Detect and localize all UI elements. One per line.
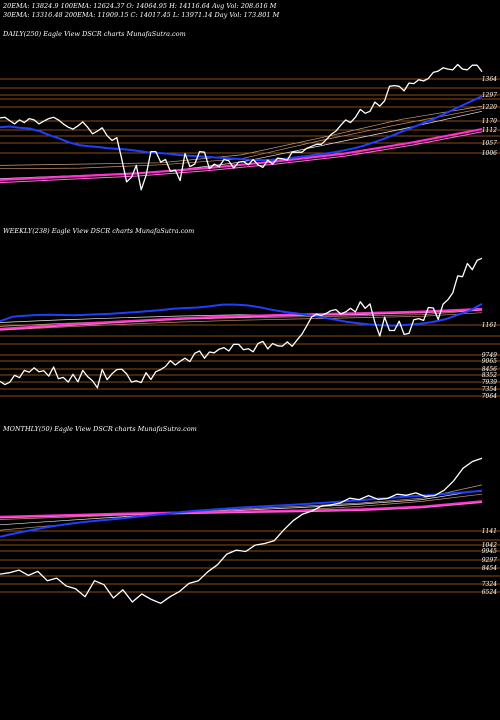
blue-ema-line <box>0 95 483 162</box>
panel-3: MONTHLY(50) Eagle View DSCR charts Munaf… <box>0 425 500 604</box>
price-line <box>0 457 483 604</box>
magenta-ema-line-2 <box>0 131 483 184</box>
magenta-ema-line <box>0 307 483 331</box>
y-tick-label: 9065 <box>482 358 497 365</box>
price-line <box>0 63 483 191</box>
y-tick-label: 1112 <box>482 127 497 134</box>
y-tick-label: 1364 <box>482 76 497 83</box>
y-tick-label: 1006 <box>482 150 497 157</box>
y-tick-label: 7939 <box>482 379 497 386</box>
y-tick-label: 1057 <box>482 140 497 147</box>
thin-ema-line <box>0 309 483 327</box>
y-tick-label: 1220 <box>482 104 497 111</box>
header-line-1: 20EMA: 13824.9 100EMA: 12624.37 O: 14064… <box>2 2 277 10</box>
price-line <box>0 257 483 389</box>
y-tick-label: 9749 <box>482 352 497 359</box>
y-tick-label: 7324 <box>482 581 497 588</box>
magenta-ema-line-2 <box>0 502 483 519</box>
thin-ema-line <box>0 489 483 526</box>
panel-1: DAILY(250) Eagle View DSCR charts Munafa… <box>0 30 500 191</box>
panel-2: WEEKLY(238) Eagle View DSCR charts Munaf… <box>0 227 500 400</box>
y-tick-label: 8454 <box>482 565 497 572</box>
y-tick-label: 7354 <box>482 386 497 393</box>
magenta-ema-line-2 <box>0 309 483 331</box>
header-line-2: 30EMA: 13316.48 200EMA: 11909.15 C: 1401… <box>3 11 280 19</box>
panel-title: DAILY(250) Eagle View DSCR charts Munafa… <box>2 30 186 38</box>
y-tick-label: 1042 <box>482 542 497 549</box>
thin-ema-line <box>0 312 483 331</box>
y-tick-label: 1161 <box>482 322 497 329</box>
panel-title: MONTHLY(50) Eagle View DSCR charts Munaf… <box>2 425 197 433</box>
panel-title: WEEKLY(238) Eagle View DSCR charts Munaf… <box>3 227 194 235</box>
blue-ema-line <box>0 303 483 327</box>
thin-ema-line <box>0 105 483 166</box>
blue-ema-line <box>0 489 483 538</box>
y-tick-label: 7064 <box>482 393 497 400</box>
y-tick-label: 9945 <box>482 548 497 555</box>
y-tick-label: 6524 <box>482 589 497 596</box>
y-tick-label: 1170 <box>482 118 497 125</box>
magenta-ema-line <box>0 128 483 181</box>
y-tick-label: 1141 <box>482 528 497 535</box>
y-tick-label: 8352 <box>482 372 497 379</box>
magenta-ema-line <box>0 500 483 518</box>
y-tick-label: 1297 <box>482 92 497 99</box>
y-tick-label: 9297 <box>482 557 497 564</box>
y-tick-label: 8456 <box>482 366 497 373</box>
